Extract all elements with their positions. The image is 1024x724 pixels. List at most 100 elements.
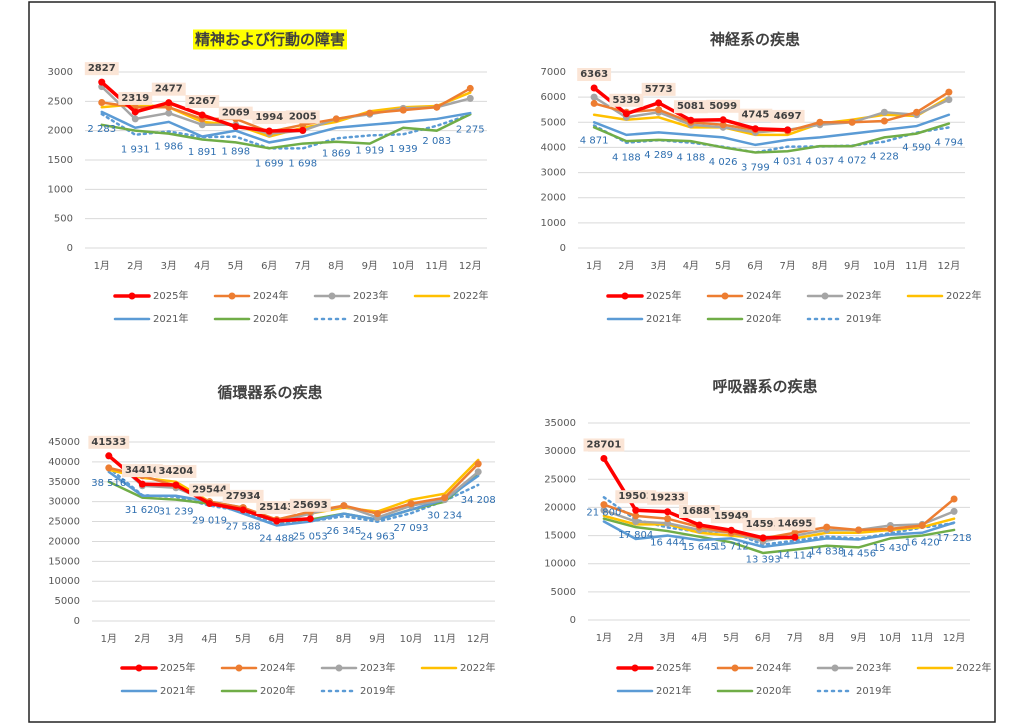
- series-marker: [198, 121, 206, 129]
- x-tick-label: 6月: [261, 260, 277, 272]
- chart-title: 精神および行動の障害: [195, 31, 345, 49]
- legend-label: 2019年: [856, 684, 891, 697]
- series-marker: [306, 515, 314, 523]
- data-label: 4 188: [612, 153, 641, 164]
- data-label: 25143: [259, 502, 294, 513]
- legend-label: 2022年: [946, 289, 981, 302]
- data-label: 17 218: [937, 533, 972, 544]
- data-label: 1 891: [188, 147, 217, 158]
- legend-label: 2025年: [656, 661, 691, 674]
- series-line: [592, 95, 951, 137]
- data-label-bg: [121, 464, 163, 478]
- data-label-bg: [256, 500, 298, 514]
- data-label: 4 871: [580, 136, 609, 147]
- x-tick-label: 7月: [779, 260, 795, 272]
- series-marker: [855, 526, 863, 534]
- series-marker: [232, 123, 240, 131]
- legend-label: 2020年: [253, 312, 288, 325]
- y-tick-label: 4000: [541, 142, 566, 153]
- data-label: 3 799: [741, 162, 770, 173]
- data-label: 34416: [125, 465, 160, 476]
- x-tick-label: 7月: [787, 632, 803, 644]
- x-tick-label: 9月: [362, 260, 378, 272]
- data-label: 1 931: [121, 145, 150, 156]
- y-tick-label: 0: [570, 615, 576, 626]
- data-label-bg: [615, 490, 657, 504]
- data-label-bg: [742, 517, 784, 531]
- legend-marker: [135, 664, 143, 672]
- y-tick-label: 3000: [48, 67, 73, 78]
- x-tick-label: 2月: [628, 632, 644, 644]
- series-marker: [759, 534, 767, 542]
- x-tick-label: 6月: [269, 633, 285, 645]
- legend-label: 2024年: [746, 289, 781, 302]
- x-tick-label: 4月: [691, 632, 707, 644]
- data-label: 30 234: [427, 511, 462, 522]
- series-line: [592, 122, 951, 154]
- legend-label: 2024年: [756, 661, 791, 674]
- y-tick-label: 10000: [48, 576, 80, 587]
- series-marker: [816, 118, 824, 126]
- y-tick-label: 5000: [55, 596, 80, 607]
- y-tick-label: 25000: [48, 517, 80, 528]
- data-label-bg: [583, 438, 625, 452]
- series-marker: [945, 96, 953, 104]
- data-label: 41533: [91, 437, 126, 448]
- x-tick-label: 6月: [747, 260, 763, 272]
- data-label: 19233: [650, 493, 685, 504]
- legend-marker: [235, 664, 243, 672]
- y-tick-label: 5000: [541, 117, 566, 128]
- y-tick-label: 1500: [48, 155, 73, 166]
- series-marker: [880, 117, 888, 125]
- x-tick-label: 1月: [596, 632, 612, 644]
- legend-label: 2022年: [460, 661, 495, 674]
- data-label: 29 019: [192, 516, 227, 527]
- data-label: 4745: [741, 110, 769, 121]
- x-tick-label: 10月: [879, 632, 902, 644]
- y-tick-label: 45000: [48, 437, 80, 448]
- series-marker: [622, 110, 630, 118]
- data-label: 17 804: [618, 530, 653, 541]
- data-label: 27934: [226, 491, 261, 502]
- series-marker: [590, 99, 598, 107]
- series-line: [602, 496, 956, 546]
- data-label-bg: [710, 510, 752, 524]
- data-label-bg: [706, 99, 741, 113]
- y-tick-label: 35000: [544, 418, 576, 429]
- data-label-bg: [673, 100, 708, 114]
- data-label: 2 083: [422, 136, 451, 147]
- series-marker: [600, 454, 608, 462]
- y-tick-label: 15000: [48, 556, 80, 567]
- x-tick-label: 4月: [683, 260, 699, 272]
- series-marker: [791, 533, 799, 541]
- series-marker: [886, 525, 894, 533]
- y-tick-label: 6000: [541, 92, 566, 103]
- data-label-bg: [252, 111, 287, 125]
- series-marker: [945, 88, 953, 96]
- series-line: [592, 124, 951, 154]
- data-label-bg: [577, 68, 612, 82]
- y-tick-label: 1000: [541, 218, 566, 229]
- x-tick-label: 12月: [467, 633, 490, 645]
- legend-label: 2021年: [646, 312, 681, 325]
- title-highlight: [192, 29, 348, 50]
- series-line: [602, 520, 956, 549]
- series-line: [602, 497, 956, 540]
- data-label: 25 053: [293, 531, 328, 542]
- series-marker: [373, 510, 381, 518]
- data-label: 1994: [255, 112, 283, 123]
- y-tick-label: 30000: [48, 497, 80, 508]
- y-tick-label: 7000: [541, 67, 566, 78]
- x-tick-label: 5月: [723, 632, 739, 644]
- data-label: 14 456: [841, 549, 876, 560]
- x-tick-label: 9月: [844, 260, 860, 272]
- data-label-bg: [738, 108, 773, 122]
- data-label: 14595: [746, 519, 781, 530]
- data-label-bg: [285, 110, 320, 124]
- series-marker: [172, 481, 180, 489]
- data-label: 4 794: [935, 137, 964, 148]
- series-marker: [407, 500, 415, 508]
- legend-marker: [228, 292, 236, 300]
- data-label: 29544: [192, 484, 227, 495]
- y-tick-label: 0: [67, 243, 73, 254]
